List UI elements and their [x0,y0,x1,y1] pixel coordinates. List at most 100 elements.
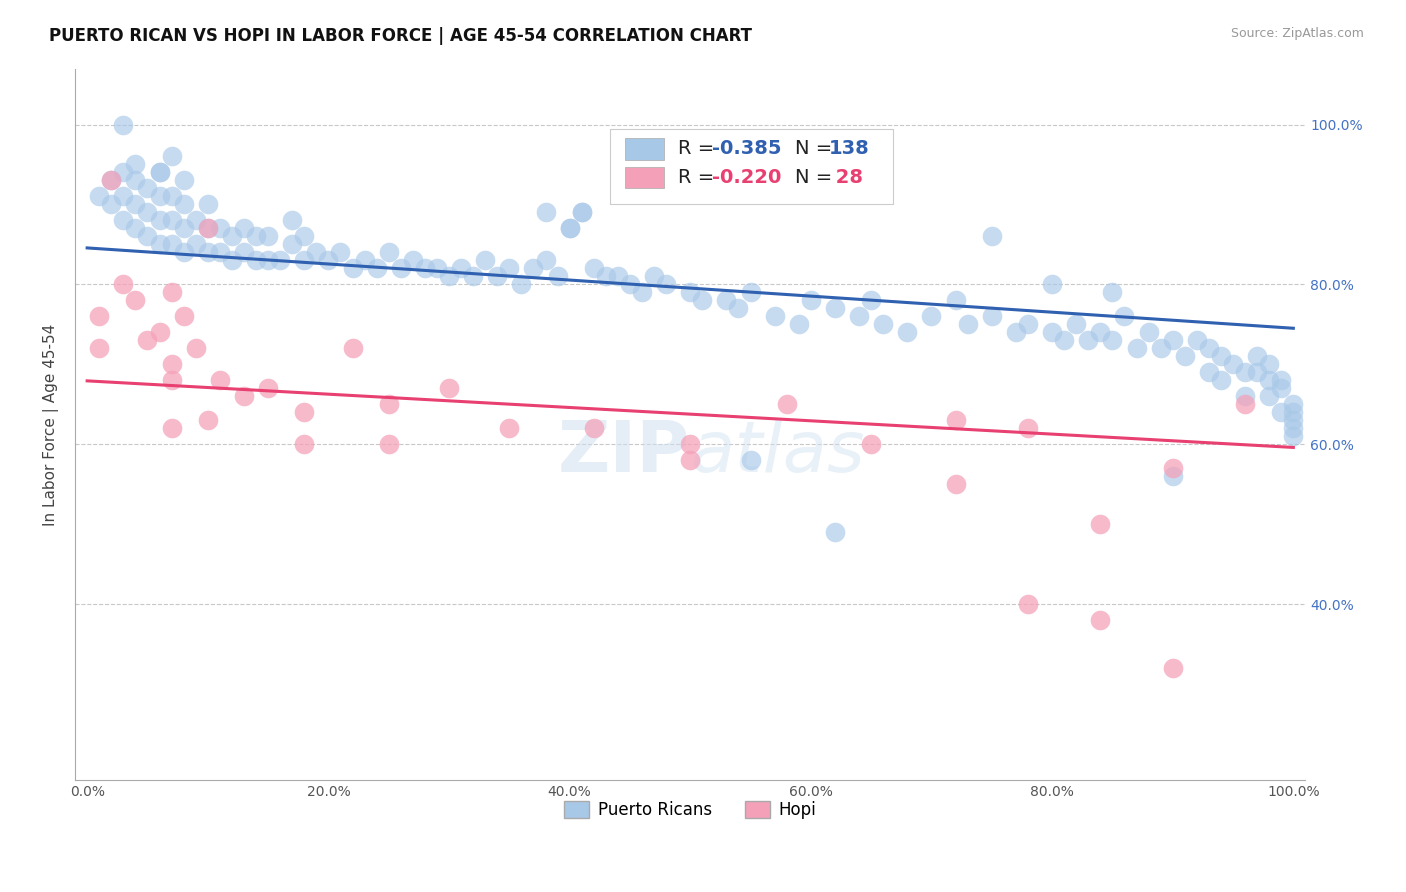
Point [1077,334,1099,348]
Point [1017,598,1039,612]
Point [534,205,557,219]
Point [148,326,170,340]
Point [112,165,135,179]
Point [872,318,894,332]
Point [486,269,509,284]
Point [1161,469,1184,483]
Point [1149,342,1171,356]
Point [160,237,183,252]
Point [655,277,678,292]
Point [1258,373,1281,387]
Point [1185,334,1208,348]
Point [221,229,243,244]
Point [679,453,702,467]
Point [1090,517,1112,532]
Point [89,342,111,356]
Point [136,229,159,244]
Point [1161,461,1184,475]
Point [342,342,364,356]
Point [571,205,593,219]
Legend: Puerto Ricans, Hopi: Puerto Ricans, Hopi [558,794,823,825]
Point [148,189,170,203]
Point [208,373,231,387]
Point [124,157,146,171]
Point [377,397,399,411]
Point [522,261,544,276]
Point [679,285,702,300]
Text: PUERTO RICAN VS HOPI IN LABOR FORCE | AGE 45-54 CORRELATION CHART: PUERTO RICAN VS HOPI IN LABOR FORCE | AG… [49,27,752,45]
Point [679,437,702,451]
Point [233,389,256,403]
Point [160,213,183,227]
Point [463,269,485,284]
Point [1198,366,1220,380]
Point [184,213,207,227]
Point [945,293,967,308]
Point [100,197,122,211]
Point [692,293,714,308]
Point [292,253,315,268]
Point [292,405,315,419]
Point [184,237,207,252]
Text: R =: R = [678,139,720,159]
Point [1282,405,1305,419]
Point [366,261,388,276]
Text: 28: 28 [830,168,863,187]
Point [233,221,256,235]
Point [1101,334,1123,348]
Point [945,477,967,491]
Point [160,373,183,387]
Point [740,453,762,467]
Point [160,358,183,372]
Point [860,437,883,451]
Point [1114,310,1136,324]
Point [1040,277,1063,292]
Point [1090,613,1112,627]
Point [112,118,135,132]
Point [160,149,183,163]
Text: N =: N = [794,168,838,187]
Point [160,421,183,435]
Text: ZIP: ZIP [558,418,690,487]
Point [318,253,340,268]
Point [173,310,195,324]
Point [1137,326,1160,340]
Point [148,213,170,227]
Point [437,269,460,284]
Point [160,189,183,203]
Point [980,229,1002,244]
Point [1198,342,1220,356]
Point [353,253,375,268]
Text: R =: R = [678,168,720,187]
Point [89,189,111,203]
Point [945,413,967,427]
Point [233,245,256,260]
Point [257,253,280,268]
Point [160,285,183,300]
Point [1125,342,1147,356]
Point [148,237,170,252]
Point [763,310,786,324]
Point [197,221,219,235]
Point [776,397,799,411]
Point [184,342,207,356]
Point [1090,326,1112,340]
Point [173,221,195,235]
Point [1005,326,1028,340]
Text: Source: ZipAtlas.com: Source: ZipAtlas.com [1230,27,1364,40]
Text: N =: N = [794,139,838,159]
Point [245,253,267,268]
Point [956,318,979,332]
Point [148,165,170,179]
Text: 138: 138 [830,139,870,159]
Point [896,326,918,340]
Point [1017,318,1039,332]
Point [1222,358,1244,372]
Point [100,173,122,187]
Y-axis label: In Labor Force | Age 45-54: In Labor Force | Age 45-54 [44,323,59,525]
Point [173,245,195,260]
Point [740,285,762,300]
Point [1258,389,1281,403]
Point [582,261,605,276]
Point [1234,397,1257,411]
